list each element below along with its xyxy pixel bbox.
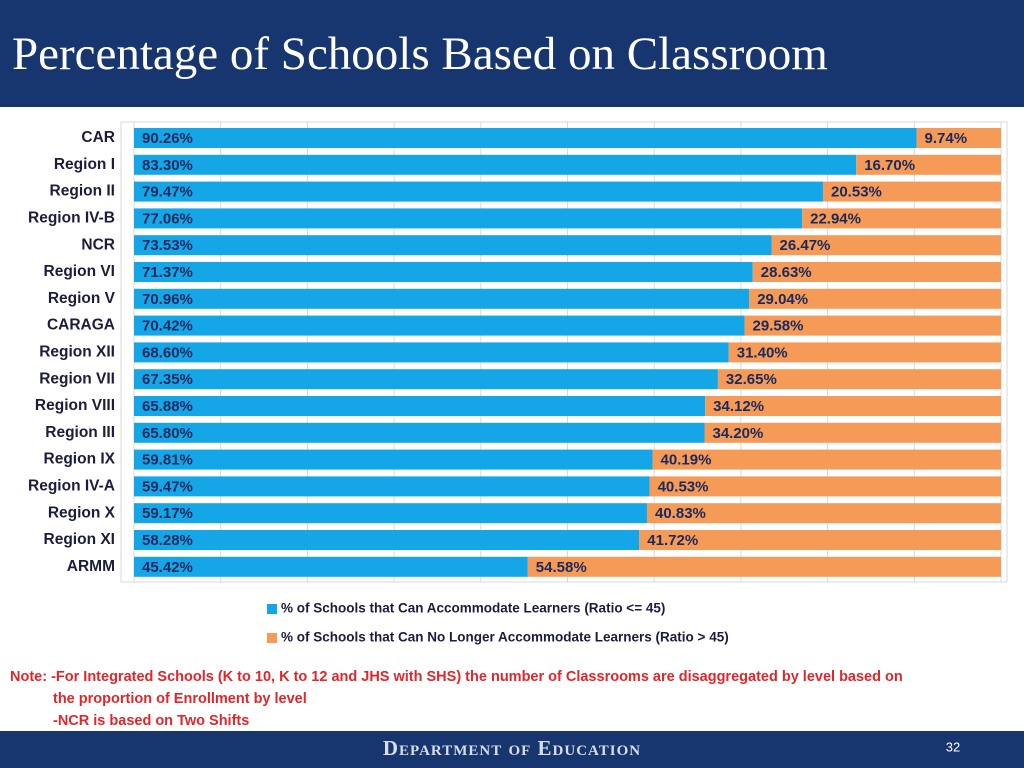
bar-segment (749, 288, 1001, 309)
slide-title: Percentage of Schools Based on Classroom (12, 28, 828, 80)
value-label: 45.42% (142, 559, 193, 576)
category-label: Region XII (39, 343, 115, 360)
value-label: 22.94% (810, 210, 861, 227)
value-label: 68.60% (142, 344, 193, 361)
legend-swatch (267, 604, 277, 614)
bar-segment (752, 262, 1001, 282)
page-number: 32 (946, 739, 960, 754)
note-line: the proportion of Enrollment by level (53, 691, 307, 707)
value-label: 54.58% (536, 559, 587, 576)
category-label: ARMM (67, 558, 115, 575)
value-label: 16.70% (864, 157, 915, 174)
bar-segment (802, 208, 1001, 229)
value-label: 79.47% (142, 184, 193, 201)
bar-segment (134, 556, 528, 577)
category-label: Region VII (39, 370, 115, 387)
bar-segment (704, 422, 1001, 443)
bar-segment (916, 128, 1001, 148)
category-label: Region IX (44, 451, 116, 468)
bar-segment (134, 476, 650, 497)
category-label: Region V (48, 290, 116, 307)
value-label: 32.65% (726, 371, 777, 388)
value-label: 34.20% (712, 425, 763, 442)
bar-segment (744, 315, 1001, 336)
bar-segment (134, 315, 745, 336)
title-bar (0, 0, 1024, 107)
value-label: 58.28% (142, 532, 193, 549)
bar-segment (705, 396, 1001, 416)
value-label: 67.35% (142, 371, 193, 388)
value-label: 59.47% (142, 478, 193, 495)
legend-label: % of Schools that Can Accommodate Learne… (281, 601, 665, 616)
value-label: 77.06% (142, 210, 193, 227)
plot-frame (120, 121, 1008, 583)
footer-department: Department of Education (383, 736, 641, 760)
category-label: Region IV-B (28, 209, 115, 226)
category-label: Region XI (44, 531, 115, 548)
category-label: Region X (48, 504, 116, 521)
legend-label: % of Schools that Can No Longer Accommod… (281, 630, 729, 645)
bar-segment (856, 154, 1001, 175)
value-label: 26.47% (780, 237, 831, 254)
value-label: 40.53% (658, 478, 709, 495)
value-label: 9.74% (925, 130, 968, 147)
bar-segment (134, 181, 824, 202)
bar-segment (134, 235, 772, 256)
bar-segment (728, 342, 1001, 363)
value-label: 40.19% (661, 452, 712, 469)
bar-segment (771, 235, 1001, 256)
bar-segment (134, 288, 750, 309)
bar-segment (652, 449, 1001, 470)
value-label: 41.72% (647, 532, 698, 549)
value-label: 29.04% (757, 291, 808, 308)
bar-segment (639, 530, 1001, 550)
note-line: Note: -For Integrated Schools (K to 10, … (10, 669, 903, 685)
category-label: Region II (50, 183, 115, 200)
value-label: 71.37% (142, 264, 193, 281)
value-label: 70.42% (142, 318, 193, 335)
bar-segment (134, 396, 706, 416)
bar-segment (717, 369, 1001, 390)
category-label: CARAGA (47, 317, 115, 334)
note-line: -NCR is based on Two Shifts (53, 713, 249, 729)
bar-segment (134, 503, 648, 524)
value-label: 31.40% (737, 344, 788, 361)
bar-segment (823, 181, 1001, 202)
category-label: NCR (81, 236, 115, 253)
category-label: Region III (45, 424, 115, 441)
bar-segment (134, 208, 803, 229)
bar-segment (134, 154, 857, 175)
value-label: 59.17% (142, 505, 193, 522)
bar-segment (527, 556, 1001, 577)
bar-segment (134, 530, 640, 550)
category-label: Region I (54, 156, 115, 173)
value-label: 70.96% (142, 291, 193, 308)
footer-bar (0, 731, 1024, 768)
bar-segment (134, 449, 653, 470)
bar-segment (647, 503, 1001, 524)
value-label: 29.58% (753, 318, 804, 335)
bar-segment (134, 128, 917, 148)
category-label: Region IV-A (28, 477, 115, 494)
bar-segment (134, 262, 753, 282)
bar-segment (134, 422, 705, 443)
value-label: 20.53% (831, 184, 882, 201)
value-label: 65.88% (142, 398, 193, 415)
value-label: 59.81% (142, 452, 193, 469)
value-label: 40.83% (655, 505, 706, 522)
category-label: Region VI (44, 263, 115, 280)
legend-swatch (267, 633, 277, 643)
category-label: Region VIII (35, 397, 115, 414)
bar-segment (134, 342, 729, 363)
category-label: CAR (81, 129, 115, 146)
value-label: 28.63% (761, 264, 812, 281)
value-label: 34.12% (713, 398, 764, 415)
value-label: 90.26% (142, 130, 193, 147)
bar-segment (649, 476, 1001, 497)
bar-segment (134, 369, 718, 390)
value-label: 65.80% (142, 425, 193, 442)
value-label: 73.53% (142, 237, 193, 254)
value-label: 83.30% (142, 157, 193, 174)
